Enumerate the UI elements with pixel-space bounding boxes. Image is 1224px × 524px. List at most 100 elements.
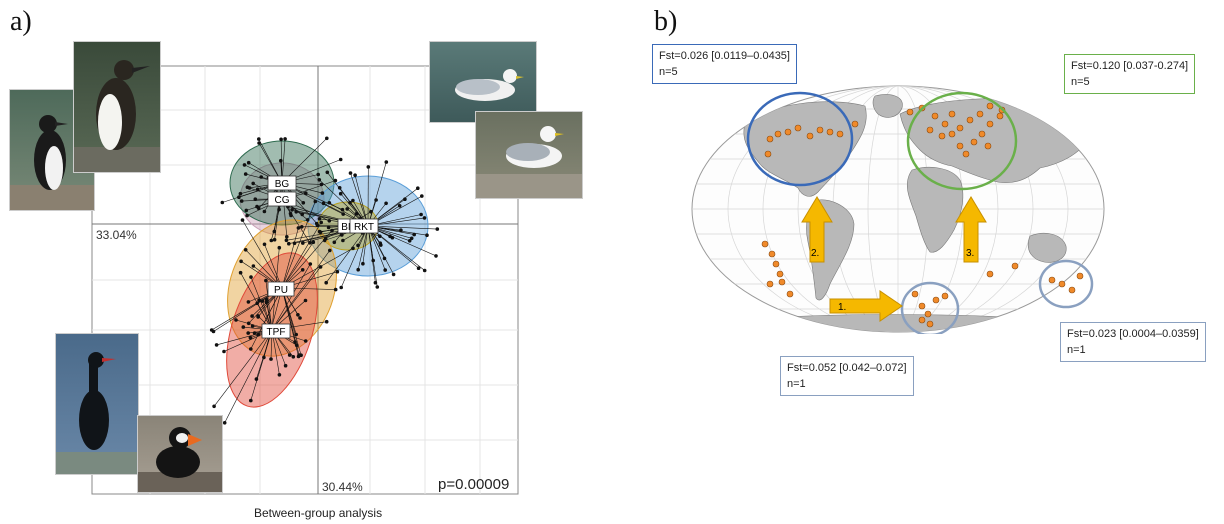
sampling-site [906,108,914,116]
sample-point [375,285,380,289]
sample-point [327,201,332,205]
fst-n: n=5 [1071,76,1090,88]
sampling-site [806,132,814,140]
sample-point [345,207,350,211]
sample-point [296,226,301,230]
spider-line [367,225,376,283]
region-circle-north-pacific [746,91,854,187]
spider-line [281,201,316,289]
group-label-bg: BG [267,175,297,191]
sample-point [300,212,305,217]
sampling-site [826,128,834,136]
sampling-site [761,240,769,248]
sample-point [354,212,359,216]
sample-point [422,216,427,220]
sample-point [222,349,226,354]
sample-point [264,297,269,302]
sampling-site [776,270,784,278]
sample-point [253,197,258,201]
arrow-2-label: 2. [811,248,819,259]
sample-point [318,230,323,234]
spider-line [224,329,273,423]
sample-point [238,191,243,196]
sample-point [289,213,293,218]
sample-point [287,353,292,357]
spider-line [264,244,283,289]
sample-point [257,141,261,145]
panel-a-label: a) [10,6,32,37]
sample-point [269,238,274,243]
plot-caption: Between-group analysis [254,506,383,520]
fst-box-indian-ocean: Fst=0.023 [0.0004–0.0359] n=1 [1060,322,1206,362]
sample-point [257,137,261,141]
sample-point [339,285,344,290]
sample-point [435,227,440,231]
sample-point [330,228,334,233]
sample-point [283,363,288,368]
fst-n: n=1 [1067,344,1086,356]
region-circle-indian-ocean [1038,259,1094,309]
fst-n: n=1 [787,378,806,390]
sample-point [316,172,321,177]
sample-point [248,335,253,340]
sampling-site [931,112,939,120]
sample-point [246,331,250,335]
spider-line [340,225,369,288]
fst-box-south-atlantic: Fst=0.052 [0.042–0.072] n=1 [780,356,914,396]
spider-line [250,287,283,350]
sample-point [264,278,268,283]
sample-point [321,201,326,206]
sample-point [319,220,324,225]
sample-point [290,208,294,212]
sample-point [383,268,388,272]
group-label-tpf: TPF [261,323,291,339]
sample-point [293,340,297,344]
sample-point [262,242,267,247]
group-code-pu: PU [274,285,288,296]
sampling-site [938,132,946,140]
spider-line [354,175,369,227]
sample-point [242,163,247,167]
spider-line [250,329,273,401]
spider-line [271,263,311,331]
spider-line [213,329,273,407]
sample-point [384,201,388,206]
sampling-site [956,142,964,150]
puffin-photo [138,416,222,492]
sample-point [327,219,332,223]
sample-point [416,186,420,190]
sample-point [296,313,300,317]
sample-point [211,329,216,334]
fst-value: Fst=0.026 [0.0119–0.0435] [659,50,790,62]
axis2-percent: 30.44% [322,480,363,494]
sample-point [324,280,329,285]
group-code-rkt: RKT [354,222,374,233]
arrow-1: 1. [829,290,903,322]
sample-point [315,223,320,228]
spider-line [271,266,321,331]
sample-point [283,137,287,141]
sample-point [249,398,253,403]
sample-point [277,373,282,377]
sample-point [425,233,429,237]
sample-point [287,241,291,246]
spider-line [242,219,283,289]
sampling-site [978,130,986,138]
sample-point [294,343,299,348]
sampling-site [976,110,984,118]
sample-point [246,300,251,304]
sample-point [403,197,407,201]
sampling-site [948,130,956,138]
sample-point [260,299,265,303]
sample-point [399,228,403,232]
sample-point [382,256,387,261]
group-label-rkt: RKT [349,218,379,234]
sample-point [238,270,243,275]
sample-point [328,248,332,253]
murre-photo-2 [74,42,160,172]
sample-point [333,287,338,292]
sample-point [369,209,373,214]
sample-point [237,195,241,199]
sample-point [246,321,251,326]
sample-point [337,186,342,190]
